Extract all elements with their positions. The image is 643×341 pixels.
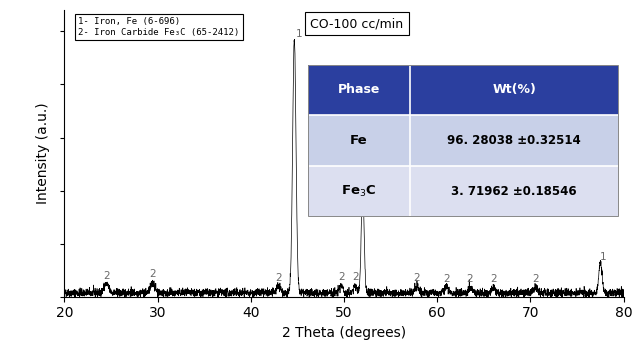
Text: 2: 2 — [443, 274, 450, 284]
Text: 2: 2 — [103, 271, 109, 281]
Text: 2: 2 — [275, 273, 282, 283]
Text: Fe$_3$C: Fe$_3$C — [341, 183, 377, 198]
Text: 1: 1 — [296, 29, 302, 40]
Text: 2: 2 — [413, 273, 420, 283]
FancyBboxPatch shape — [307, 115, 618, 166]
Y-axis label: Intensity (a.u.): Intensity (a.u.) — [36, 103, 50, 204]
Text: 2: 2 — [362, 170, 369, 180]
Text: 2: 2 — [467, 274, 473, 284]
Text: 1- Iron, Fe (6-696)
2- Iron Carbide Fe₃C (65-2412): 1- Iron, Fe (6-696) 2- Iron Carbide Fe₃C… — [78, 17, 240, 37]
Text: 2: 2 — [338, 272, 345, 282]
Text: 3. 71962 ±0.18546: 3. 71962 ±0.18546 — [451, 184, 577, 197]
Text: Phase: Phase — [338, 83, 380, 96]
Text: 2: 2 — [352, 272, 359, 282]
X-axis label: 2 Theta (degrees): 2 Theta (degrees) — [282, 326, 406, 340]
Text: 2: 2 — [532, 274, 538, 284]
Text: 2: 2 — [150, 269, 156, 279]
FancyBboxPatch shape — [307, 166, 618, 217]
FancyBboxPatch shape — [307, 65, 618, 115]
Text: Fe: Fe — [350, 134, 368, 147]
Text: 1: 1 — [600, 252, 606, 262]
Text: 96. 28038 ±0.32514: 96. 28038 ±0.32514 — [448, 134, 581, 147]
Text: CO-100 cc/min: CO-100 cc/min — [311, 17, 404, 30]
Text: Wt(%): Wt(%) — [492, 83, 536, 96]
Text: 2: 2 — [490, 275, 496, 284]
